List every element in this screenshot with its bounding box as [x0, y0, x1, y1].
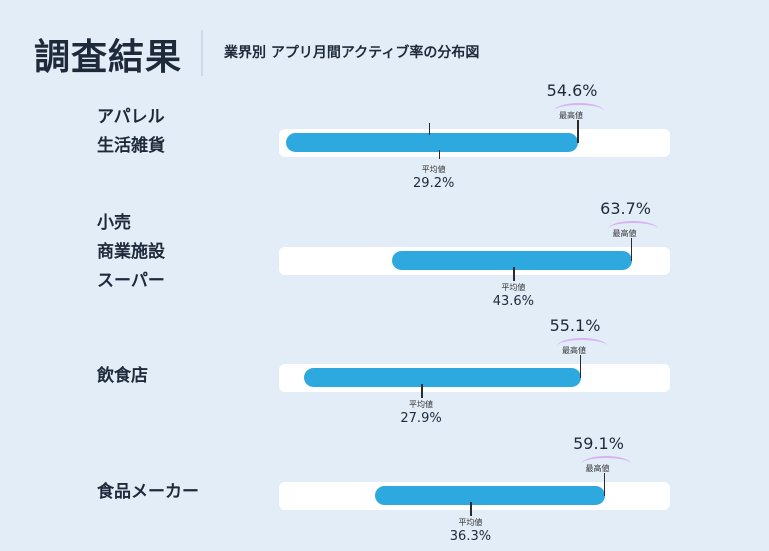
category-label: アパレル 生活雑貨: [97, 103, 165, 161]
max-tick: [577, 120, 579, 143]
max-highlight-arc: [580, 456, 631, 472]
max-highlight-arc: [554, 103, 605, 119]
category-label-line: 商業施設: [97, 242, 165, 262]
avg-value-label: 29.2%: [413, 176, 455, 191]
avg-tick: [513, 267, 515, 281]
category-label-line: 生活雑貨: [97, 136, 165, 156]
avg-tick: [428, 123, 431, 135]
avg-value-label: 27.9%: [400, 411, 442, 426]
avg-tick: [470, 502, 472, 516]
category-label: 小売商業施設スーパー: [97, 209, 165, 296]
avg-tick: [421, 384, 423, 398]
range-bar: [286, 133, 579, 152]
category-label-line: 飲食店: [97, 366, 148, 386]
max-highlight-arc: [556, 338, 607, 354]
max-highlight-arc: [607, 221, 658, 237]
max-value-label: 55.1%: [549, 316, 601, 335]
category-label: 食品メーカー: [97, 478, 199, 507]
max-value-label: 59.1%: [573, 434, 624, 453]
max-caption: 最高値: [559, 111, 584, 120]
max-caption: 最高値: [612, 229, 637, 238]
category-label-line: アパレル: [97, 107, 165, 127]
max-tick: [603, 473, 605, 496]
avg-caption: 平均値: [458, 518, 483, 527]
page-title: 調査結果: [34, 37, 183, 78]
avg-caption: 平均値: [409, 400, 434, 409]
avg-caption: 平均値: [501, 283, 526, 292]
range-bar: [374, 486, 605, 505]
max-tick: [579, 355, 582, 378]
title-divider: [201, 30, 203, 76]
avg-tick-lower: [438, 150, 441, 159]
range-bar: [304, 368, 581, 387]
category-label-line: 小売: [97, 213, 131, 233]
max-tick: [630, 238, 633, 261]
max-value-label: 63.7%: [600, 199, 651, 218]
range-bar: [392, 251, 632, 270]
chart-subtitle: 業界別 アプリ月間アクティブ率の分布図: [224, 45, 480, 61]
category-label-line: スーパー: [97, 271, 165, 291]
category-label: 飲食店: [97, 362, 148, 391]
max-caption: 最高値: [561, 346, 586, 355]
avg-value-label: 36.3%: [449, 529, 492, 544]
max-caption: 最高値: [585, 464, 610, 473]
avg-caption: 平均値: [421, 165, 446, 174]
category-label-line: 食品メーカー: [97, 482, 199, 502]
max-value-label: 54.6%: [546, 81, 598, 100]
avg-value-label: 43.6%: [492, 294, 535, 309]
